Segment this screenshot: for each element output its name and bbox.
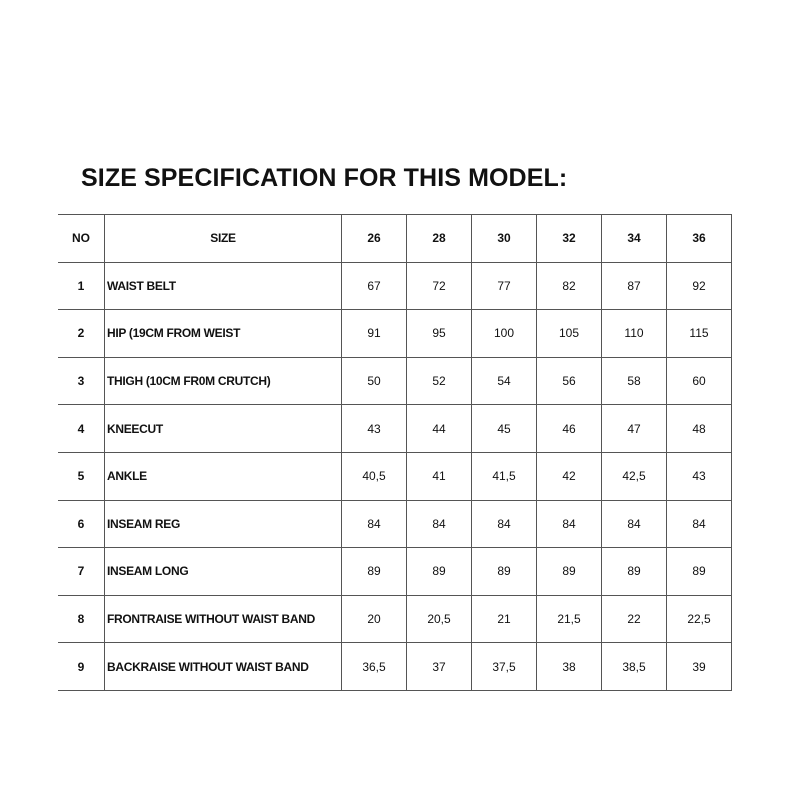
measurement-value: 21 xyxy=(471,594,537,644)
measurement-value: 89 xyxy=(601,547,667,596)
measurement-name: THIGH (10CM FR0M CRUTCH) xyxy=(104,356,342,406)
header-size-30: 30 xyxy=(471,214,537,263)
measurement-value: 45 xyxy=(471,404,537,453)
measurement-value: 54 xyxy=(471,356,537,406)
row-number: 4 xyxy=(58,404,105,453)
measurement-value: 89 xyxy=(471,547,537,596)
measurement-value: 44 xyxy=(406,404,472,453)
measurement-name: INSEAM LONG xyxy=(104,547,342,596)
measurement-name: HIP (19CM FROM WEIST xyxy=(104,309,342,358)
measurement-value: 89 xyxy=(666,547,732,596)
measurement-value: 43 xyxy=(666,451,732,501)
header-size: SIZE xyxy=(104,214,342,263)
measurement-value: 22 xyxy=(601,594,667,644)
measurement-value: 20,5 xyxy=(406,594,472,644)
measurement-name: FRONTRAISE WITHOUT WAIST BAND xyxy=(104,594,342,644)
measurement-value: 82 xyxy=(536,261,602,311)
measurement-value: 46 xyxy=(536,404,602,453)
measurement-name: BACKRAISE WITHOUT WAIST BAND xyxy=(104,642,342,691)
measurement-value: 89 xyxy=(536,547,602,596)
measurement-value: 115 xyxy=(666,309,732,358)
measurement-value: 37 xyxy=(406,642,472,691)
measurement-value: 105 xyxy=(536,309,602,358)
header-no: NO xyxy=(58,214,105,263)
measurement-value: 84 xyxy=(666,499,732,549)
measurement-value: 72 xyxy=(406,261,472,311)
table-row: 3 THIGH (10CM FR0M CRUTCH) 50 52 54 56 58 60 xyxy=(58,356,732,406)
measurement-value: 38,5 xyxy=(601,642,667,691)
measurement-value: 84 xyxy=(536,499,602,549)
header-size-28: 28 xyxy=(406,214,472,263)
table-row: 1 WAIST BELT 67 72 77 82 87 92 xyxy=(58,261,732,311)
measurement-value: 50 xyxy=(341,356,407,406)
measurement-name: WAIST BELT xyxy=(104,261,342,311)
header-size-36: 36 xyxy=(666,214,732,263)
measurement-value: 84 xyxy=(341,499,407,549)
measurement-value: 52 xyxy=(406,356,472,406)
measurement-value: 43 xyxy=(341,404,407,453)
measurement-value: 84 xyxy=(601,499,667,549)
measurement-value: 47 xyxy=(601,404,667,453)
measurement-value: 84 xyxy=(406,499,472,549)
measurement-value: 36,5 xyxy=(341,642,407,691)
header-size-32: 32 xyxy=(536,214,602,263)
table-row: 2 HIP (19CM FROM WEIST 91 95 100 105 110 115 xyxy=(58,309,732,358)
measurement-value: 38 xyxy=(536,642,602,691)
measurement-name: ANKLE xyxy=(104,451,342,501)
row-number: 9 xyxy=(58,642,105,691)
page-title: SIZE SPECIFICATION FOR THIS MODEL: xyxy=(81,164,568,192)
measurement-value: 42 xyxy=(536,451,602,501)
measurement-value: 56 xyxy=(536,356,602,406)
header-size-34: 34 xyxy=(601,214,667,263)
table-row: 7 INSEAM LONG 89 89 89 89 89 89 xyxy=(58,547,732,596)
measurement-value: 20 xyxy=(341,594,407,644)
measurement-value: 42,5 xyxy=(601,451,667,501)
header-row: NO SIZE 26 28 30 32 34 36 xyxy=(58,214,732,263)
table-row: 5 ANKLE 40,5 41 41,5 42 42,5 43 xyxy=(58,451,732,501)
table-row: 9 BACKRAISE WITHOUT WAIST BAND 36,5 37 37,5 3… xyxy=(58,642,732,691)
row-number: 7 xyxy=(58,547,105,596)
row-number: 6 xyxy=(58,499,105,549)
measurement-value: 89 xyxy=(406,547,472,596)
size-spec-table: NO SIZE 26 28 30 32 34 36 1 WAIST BELT 67 72 77 82 87 9… xyxy=(58,214,732,691)
measurement-name: KNEECUT xyxy=(104,404,342,453)
measurement-value: 22,5 xyxy=(666,594,732,644)
measurement-value: 84 xyxy=(471,499,537,549)
measurement-value: 67 xyxy=(341,261,407,311)
measurement-value: 60 xyxy=(666,356,732,406)
measurement-value: 110 xyxy=(601,309,667,358)
measurement-value: 41,5 xyxy=(471,451,537,501)
row-number: 3 xyxy=(58,356,105,406)
measurement-value: 95 xyxy=(406,309,472,358)
measurement-value: 41 xyxy=(406,451,472,501)
table-row: 8 FRONTRAISE WITHOUT WAIST BAND 20 20,5 21 21… xyxy=(58,594,732,644)
row-number: 2 xyxy=(58,309,105,358)
measurement-value: 87 xyxy=(601,261,667,311)
measurement-value: 91 xyxy=(341,309,407,358)
measurement-value: 40,5 xyxy=(341,451,407,501)
measurement-value: 37,5 xyxy=(471,642,537,691)
measurement-value: 58 xyxy=(601,356,667,406)
measurement-value: 92 xyxy=(666,261,732,311)
measurement-value: 100 xyxy=(471,309,537,358)
header-size-26: 26 xyxy=(341,214,407,263)
measurement-value: 21,5 xyxy=(536,594,602,644)
measurement-value: 48 xyxy=(666,404,732,453)
row-number: 5 xyxy=(58,451,105,501)
row-number: 8 xyxy=(58,594,105,644)
measurement-value: 77 xyxy=(471,261,537,311)
table-row: 6 INSEAM REG 84 84 84 84 84 84 xyxy=(58,499,732,549)
measurement-value: 39 xyxy=(666,642,732,691)
measurement-name: INSEAM REG xyxy=(104,499,342,549)
table-row: 4 KNEECUT 43 44 45 46 47 48 xyxy=(58,404,732,453)
measurement-value: 89 xyxy=(341,547,407,596)
row-number: 1 xyxy=(58,261,105,311)
